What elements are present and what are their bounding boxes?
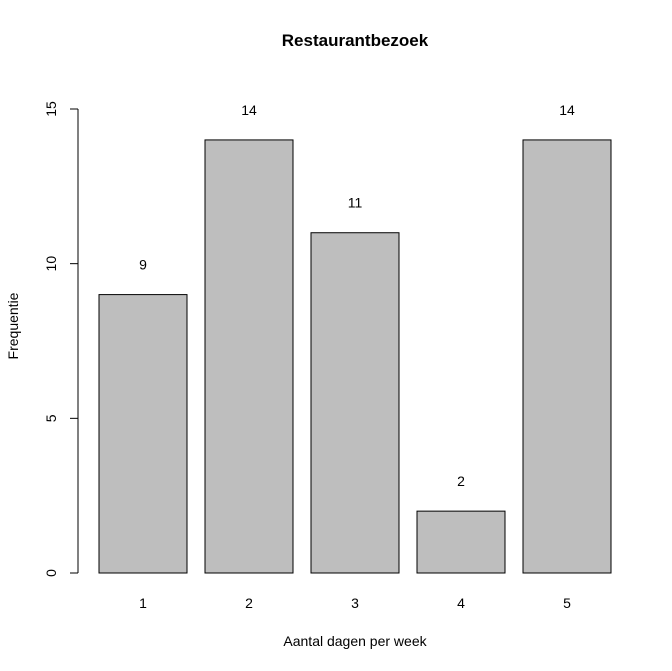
bar <box>416 510 506 574</box>
x-tick-label: 4 <box>457 595 465 611</box>
y-tick-label: 10 <box>43 256 59 272</box>
y-tick-label: 15 <box>43 101 59 117</box>
y-axis-label: Frequentie <box>5 292 21 359</box>
chart-title: Restaurantbezoek <box>282 31 429 50</box>
data-labels-group: 9 14 11 2 14 <box>139 102 575 489</box>
bar <box>204 139 294 574</box>
x-tick-label: 2 <box>245 595 253 611</box>
bar-value-label: 9 <box>139 257 147 273</box>
bar-value-label: 2 <box>457 473 465 489</box>
bar-value-label: 14 <box>241 102 257 118</box>
bar <box>310 232 400 574</box>
x-tick-label: 1 <box>139 595 147 611</box>
y-axis: 0 5 10 15 <box>43 101 79 577</box>
x-axis-label: Aantal dagen per week <box>283 633 427 649</box>
x-tick-label: 5 <box>563 595 571 611</box>
bar-value-label: 11 <box>348 195 363 211</box>
bars-group <box>98 139 612 574</box>
y-tick-label: 5 <box>43 414 59 422</box>
bar-value-label: 14 <box>559 102 575 118</box>
bar <box>98 294 188 574</box>
x-tick-labels-group: 1 2 3 4 5 <box>139 595 571 611</box>
x-tick-label: 3 <box>351 595 359 611</box>
y-tick-label: 0 <box>43 569 59 577</box>
bar <box>522 139 612 574</box>
